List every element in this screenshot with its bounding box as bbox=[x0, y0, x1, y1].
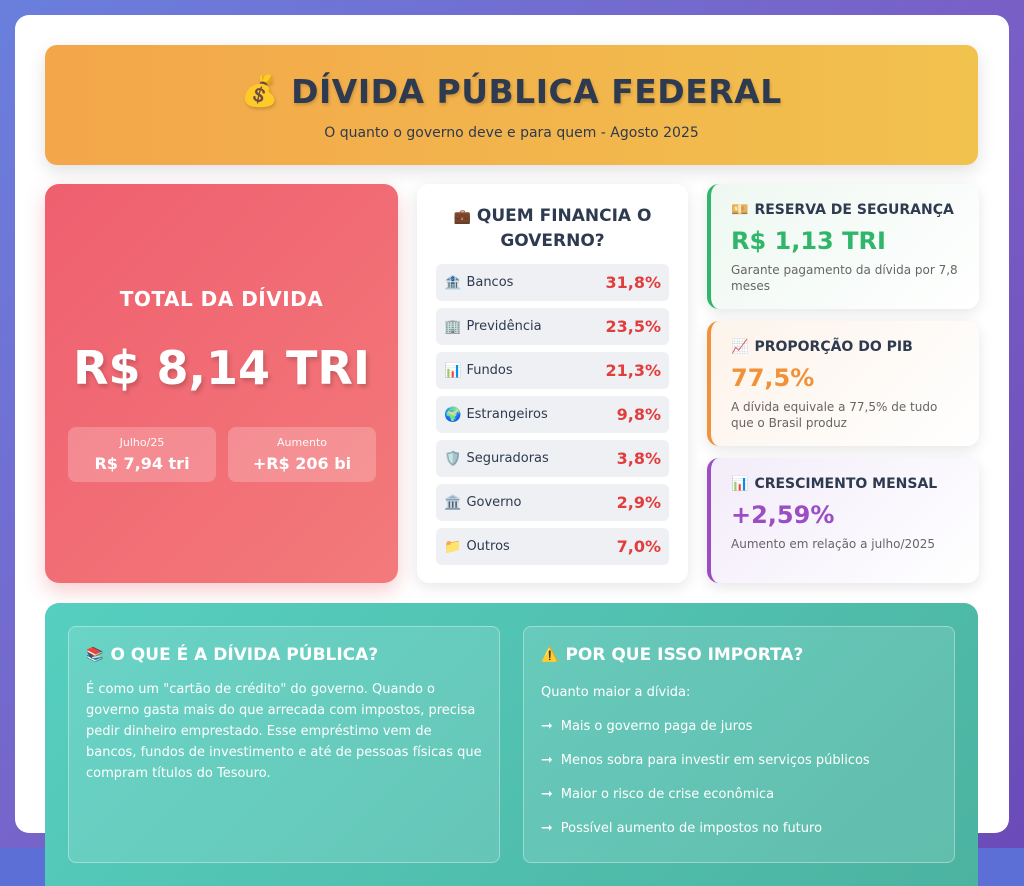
page-title: 💰 DÍVIDA PÚBLICA FEDERAL bbox=[45, 72, 978, 111]
financier-name: Seguradoras bbox=[466, 451, 549, 466]
financier-name: Outros bbox=[466, 539, 510, 554]
increase-value: +R$ 206 bi bbox=[252, 454, 352, 473]
increase-box: Aumento +R$ 206 bi bbox=[228, 427, 376, 482]
growth-value: +2,59% bbox=[731, 501, 835, 529]
why-matters-box: ⚠️ POR QUE ISSO IMPORTA? Quanto maior a … bbox=[523, 626, 955, 863]
why-matters-title: ⚠️ POR QUE ISSO IMPORTA? bbox=[541, 645, 937, 665]
pib-card: 📈 PROPORÇÃO DO PIB 77,5% A dívida equiva… bbox=[707, 321, 979, 446]
bullet-text: Menos sobra para investir em serviços pú… bbox=[560, 752, 870, 768]
books-icon: 📚 bbox=[86, 647, 104, 663]
financier-row-seguradoras: 🛡️ Seguradoras 3,8% bbox=[436, 440, 669, 477]
briefcase-icon: 💼 bbox=[453, 209, 471, 225]
classical-building-icon: 🏛️ bbox=[444, 494, 462, 511]
financier-pct: 31,8% bbox=[605, 273, 661, 292]
bullet-text: Possível aumento de impostos no futuro bbox=[560, 820, 823, 836]
folder-icon: 📁 bbox=[444, 538, 462, 555]
total-debt-value: R$ 8,14 TRI bbox=[73, 341, 370, 395]
why-matters-title-text: POR QUE ISSO IMPORTA? bbox=[565, 645, 804, 665]
previous-month-label: Julho/25 bbox=[119, 436, 165, 449]
arrow-icon: ➞ bbox=[541, 752, 553, 768]
page-title-text: DÍVIDA PÚBLICA FEDERAL bbox=[291, 72, 782, 111]
financier-row-governo: 🏛️ Governo 2,9% bbox=[436, 484, 669, 521]
reserve-title: 💴 RESERVA DE SEGURANÇA bbox=[731, 202, 979, 218]
bar-chart-icon: 📊 bbox=[731, 476, 749, 492]
bank-icon: 🏦 bbox=[444, 274, 462, 291]
what-is-text: É como um "cartão de crédito" do governo… bbox=[86, 682, 482, 781]
financier-pct: 9,8% bbox=[616, 405, 661, 424]
arrow-icon: ➞ bbox=[541, 718, 553, 734]
globe-icon: 🌍 bbox=[444, 406, 462, 423]
financiers-title: 💼 QUEM FINANCIA O GOVERNO? bbox=[417, 204, 688, 253]
financier-row-outros: 📁 Outros 7,0% bbox=[436, 528, 669, 565]
list-item: ➞ Mais o governo paga de juros bbox=[541, 718, 937, 734]
total-debt-card: TOTAL DA DÍVIDA R$ 8,14 TRI Julho/25 R$ … bbox=[45, 184, 398, 583]
reserve-desc: Garante pagamento da dívida por 7,8 mese… bbox=[731, 263, 958, 293]
reserve-title-text: RESERVA DE SEGURANÇA bbox=[754, 202, 954, 218]
growth-title-text: CRESCIMENTO MENSAL bbox=[754, 476, 938, 492]
financier-name: Estrangeiros bbox=[466, 407, 548, 422]
page-subtitle: O quanto o governo deve e para quem - Ag… bbox=[324, 125, 699, 141]
pib-desc: A dívida equivale a 77,5% de tudo que o … bbox=[731, 400, 938, 430]
arrow-icon: ➞ bbox=[541, 820, 553, 836]
financiers-card: 💼 QUEM FINANCIA O GOVERNO? 🏦 Bancos 31,8%… bbox=[417, 184, 688, 583]
list-item: ➞ Maior o risco de crise econômica bbox=[541, 786, 937, 802]
previous-month-value: R$ 7,94 tri bbox=[94, 454, 190, 473]
growth-card: 📊 CRESCIMENTO MENSAL +2,59% Aumento em r… bbox=[707, 458, 979, 583]
shield-icon: 🛡️ bbox=[444, 450, 462, 467]
what-is-box: 📚 O QUE É A DÍVIDA PÚBLICA? É como um "c… bbox=[68, 626, 500, 863]
bullet-text: Maior o risco de crise econômica bbox=[560, 786, 775, 802]
what-is-title-text: O QUE É A DÍVIDA PÚBLICA? bbox=[110, 645, 379, 665]
banknote-icon: 💴 bbox=[731, 202, 749, 218]
financier-name: Previdência bbox=[466, 319, 542, 334]
financier-pct: 7,0% bbox=[616, 537, 661, 556]
financier-name: Fundos bbox=[466, 363, 513, 378]
what-is-title: 📚 O QUE É A DÍVIDA PÚBLICA? bbox=[86, 645, 482, 665]
increase-label: Aumento bbox=[277, 436, 327, 449]
list-item: ➞ Menos sobra para investir em serviços p… bbox=[541, 752, 937, 768]
list-item: ➞ Possível aumento de impostos no futuro bbox=[541, 820, 937, 836]
growth-title: 📊 CRESCIMENTO MENSAL bbox=[731, 476, 979, 492]
financier-row-estrangeiros: 🌍 Estrangeiros 9,8% bbox=[436, 396, 669, 433]
financier-pct: 3,8% bbox=[616, 449, 661, 468]
growth-desc: Aumento em relação a julho/2025 bbox=[731, 537, 936, 551]
reserve-value: R$ 1,13 TRI bbox=[731, 227, 886, 255]
financier-pct: 2,9% bbox=[616, 493, 661, 512]
pib-title: 📈 PROPORÇÃO DO PIB bbox=[731, 339, 979, 355]
arrow-icon: ➞ bbox=[541, 786, 553, 802]
financier-name: Governo bbox=[466, 495, 522, 510]
financier-row-fundos: 📊 Fundos 21,3% bbox=[436, 352, 669, 389]
financier-row-bancos: 🏦 Bancos 31,8% bbox=[436, 264, 669, 301]
office-building-icon: 🏢 bbox=[444, 318, 462, 335]
financier-pct: 23,5% bbox=[605, 317, 661, 336]
reserve-card: 💴 RESERVA DE SEGURANÇA R$ 1,13 TRI Garan… bbox=[707, 184, 979, 309]
explanation-section: 📚 O QUE É A DÍVIDA PÚBLICA? É como um "c… bbox=[45, 603, 978, 886]
page-header: 💰 DÍVIDA PÚBLICA FEDERAL O quanto o gove… bbox=[45, 45, 978, 165]
financiers-title-text: QUEM FINANCIA O GOVERNO? bbox=[476, 206, 652, 251]
previous-month-box: Julho/25 R$ 7,94 tri bbox=[68, 427, 216, 482]
bar-chart-icon: 📊 bbox=[444, 362, 462, 379]
chart-up-icon: 📈 bbox=[731, 339, 749, 355]
financier-name: Bancos bbox=[466, 275, 514, 290]
money-bag-icon: 💰 bbox=[241, 74, 280, 109]
financier-row-previdencia: 🏢 Previdência 23,5% bbox=[436, 308, 669, 345]
financier-pct: 21,3% bbox=[605, 361, 661, 380]
pib-value: 77,5% bbox=[731, 364, 815, 392]
financiers-list: 🏦 Bancos 31,8% 🏢 Previdência 23,5% 📊 Fundos… bbox=[436, 264, 669, 572]
bullet-text: Mais o governo paga de juros bbox=[560, 718, 753, 734]
warning-icon: ⚠️ bbox=[541, 647, 559, 663]
pib-title-text: PROPORÇÃO DO PIB bbox=[754, 339, 913, 355]
total-debt-label: TOTAL DA DÍVIDA bbox=[119, 287, 324, 311]
why-matters-intro: Quanto maior a dívida: bbox=[541, 685, 691, 700]
